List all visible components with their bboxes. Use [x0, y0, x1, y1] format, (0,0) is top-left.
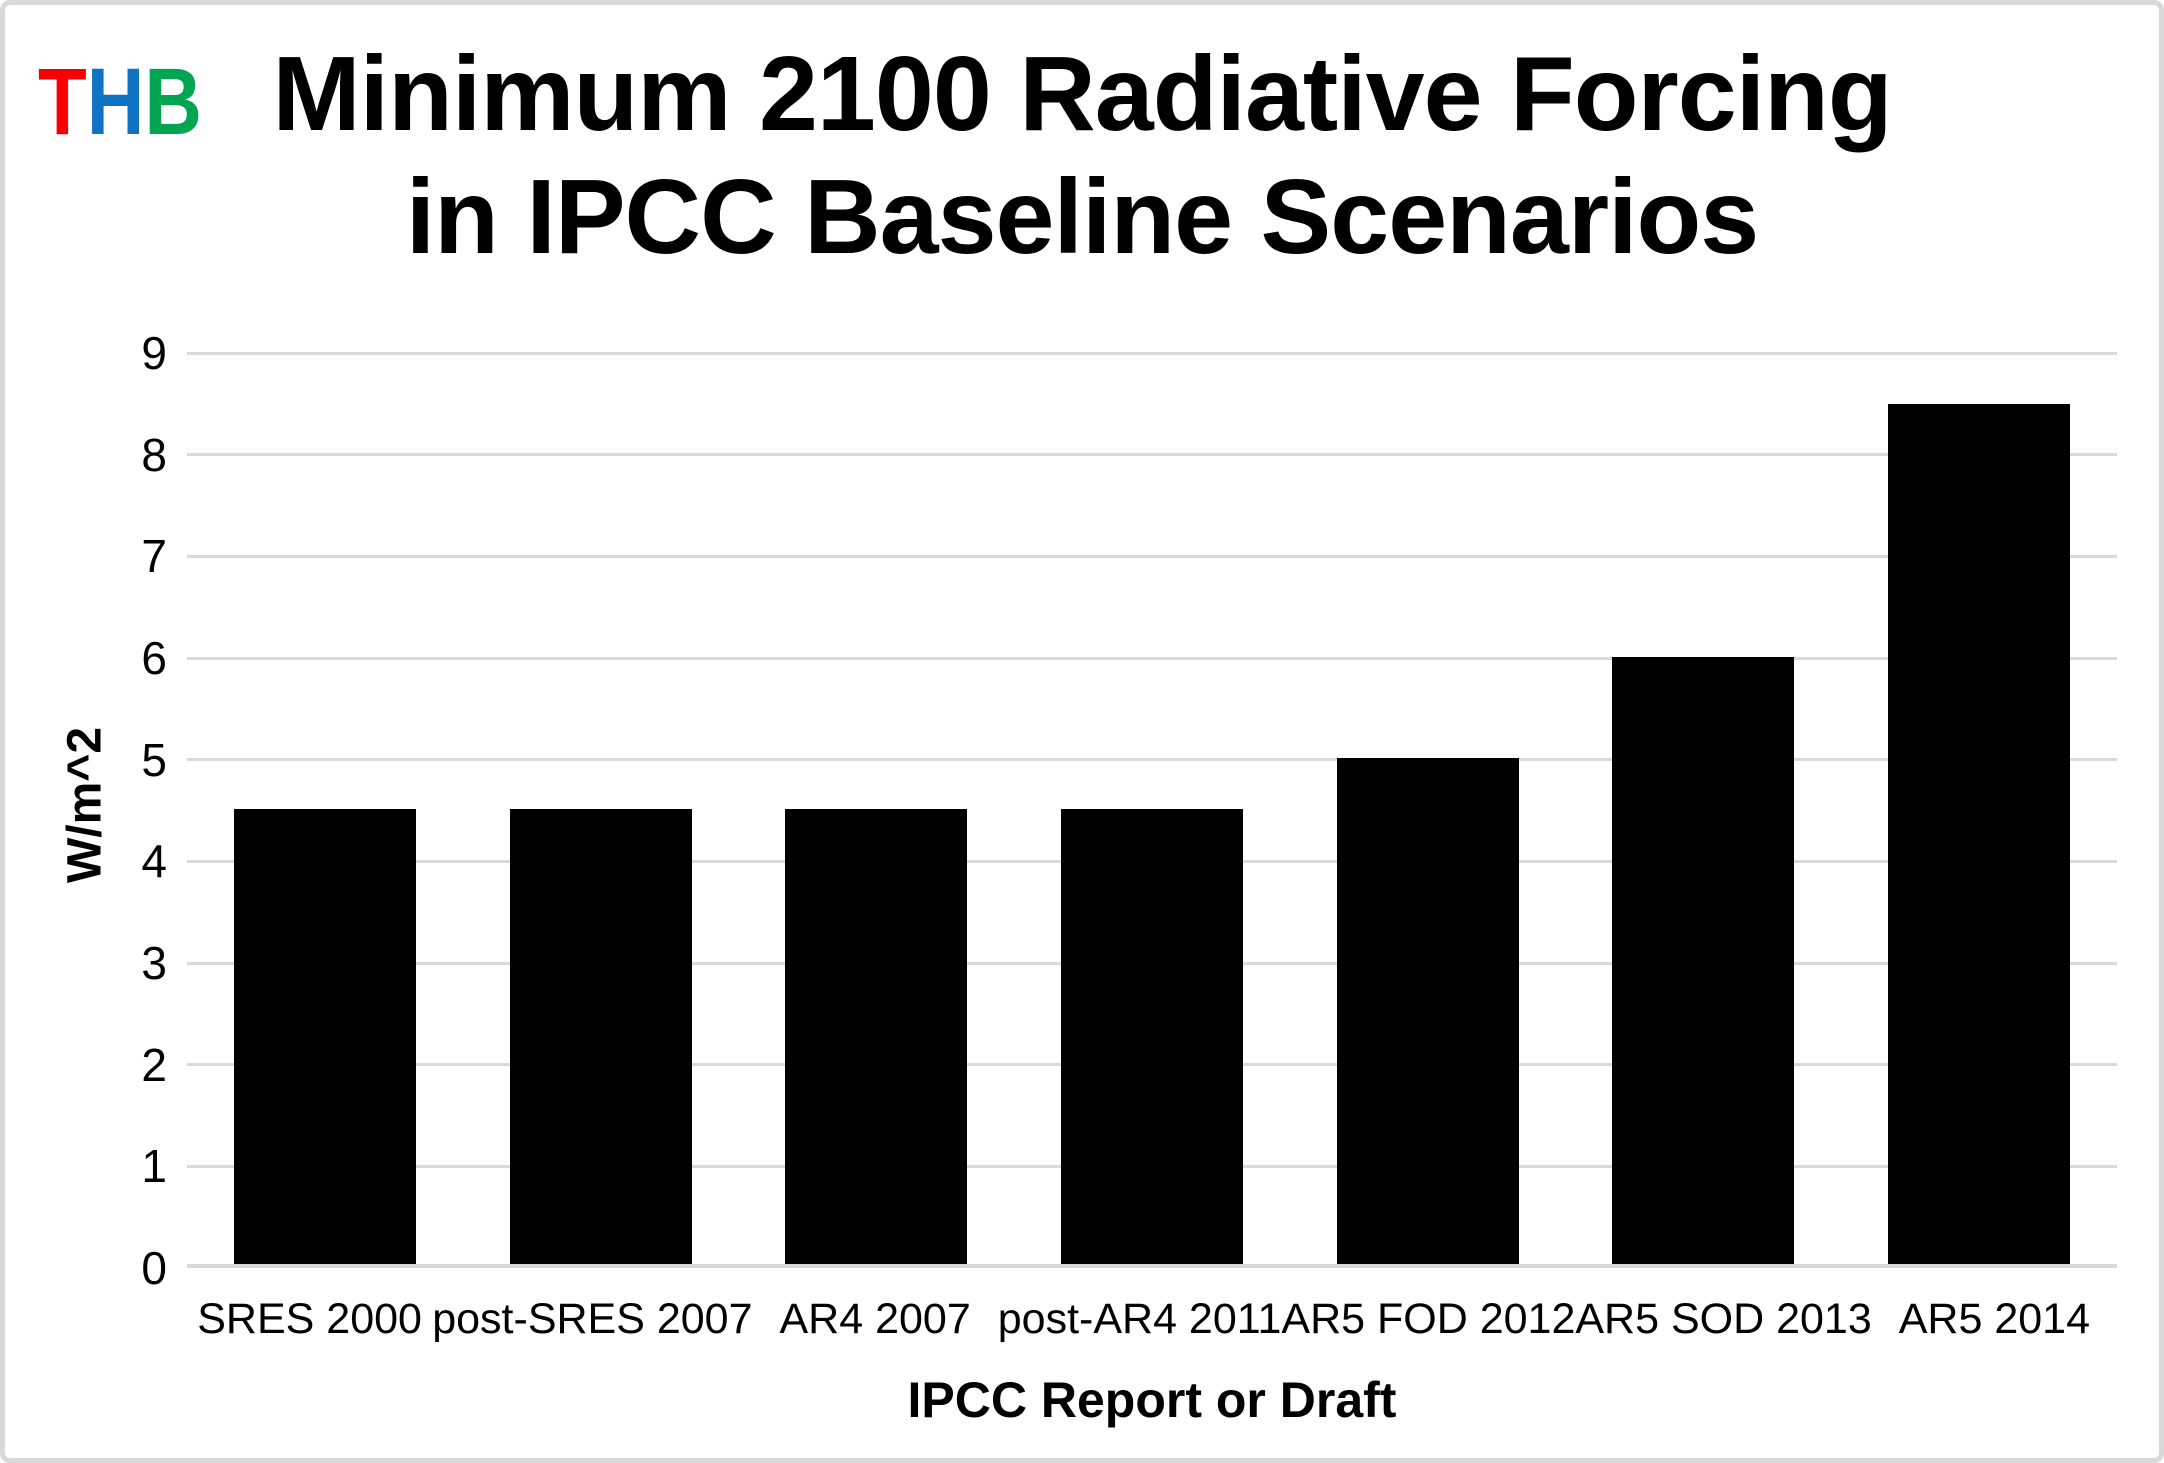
y-tick-label: 1 [141, 1140, 167, 1193]
bar [1888, 403, 2071, 1264]
logo-letter-t: T [38, 49, 87, 155]
y-tick-label: 5 [141, 733, 167, 786]
gridline [187, 351, 2117, 355]
bar-slot [1014, 353, 1290, 1264]
bar [1336, 757, 1519, 1264]
y-tick-label: 2 [141, 1038, 167, 1091]
y-tick-label: 7 [141, 530, 167, 583]
x-axis-title: IPCC Report or Draft [907, 1372, 1397, 1428]
bar-slot [1566, 353, 1842, 1264]
bar [785, 808, 968, 1264]
x-category-label: post-AR4 2011 [997, 1295, 1282, 1343]
bar-slot [187, 353, 463, 1264]
logo: THB [38, 55, 202, 150]
y-tick-label: 4 [141, 835, 167, 888]
y-tick-label: 0 [141, 1242, 167, 1294]
gridline [187, 758, 2117, 762]
gridline [187, 656, 2117, 660]
x-category-label: AR4 2007 [779, 1295, 971, 1343]
x-category-label: post-SRES 2007 [432, 1295, 753, 1343]
logo-letter-b: B [144, 49, 203, 155]
bars-row [187, 353, 2117, 1268]
x-category-label: AR5 2014 [1898, 1295, 2090, 1343]
bar-slot [463, 353, 739, 1264]
y-tick-label: 8 [141, 428, 167, 481]
bar-slot [1841, 353, 2117, 1264]
bar-slot [738, 353, 1014, 1264]
plot-area [187, 351, 2117, 1268]
chart-title: Minimum 2100 Radiative Forcing in IPCC B… [5, 33, 2159, 279]
x-category-label: AR5 SOD 2013 [1575, 1295, 1872, 1343]
y-axis-ticks: 0 1 2 3 4 5 6 7 8 9 [5, 330, 167, 1291]
x-category-labels: SRES 2000 post-SRES 2007 AR4 2007 post-AR4 … [187, 1295, 2117, 1344]
y-tick-label: 6 [141, 632, 167, 685]
y-tick-label: 9 [141, 327, 167, 379]
bar [233, 808, 416, 1264]
chart-title-line1: Minimum 2100 Radiative Forcing [272, 35, 1892, 153]
logo-letter-h: H [86, 49, 145, 155]
chart-title-line2: in IPCC Baseline Scenarios [405, 157, 1760, 276]
x-category-label: AR5 FOD 2012 [1281, 1295, 1576, 1343]
bar [509, 808, 692, 1264]
gridline [187, 554, 2117, 558]
bar [1061, 808, 1243, 1264]
bar [1612, 656, 1795, 1264]
x-category-label: SRES 2000 [197, 1295, 422, 1343]
gridline [187, 453, 2117, 457]
y-tick-label: 3 [141, 937, 167, 990]
bar-slot [1290, 353, 1566, 1264]
